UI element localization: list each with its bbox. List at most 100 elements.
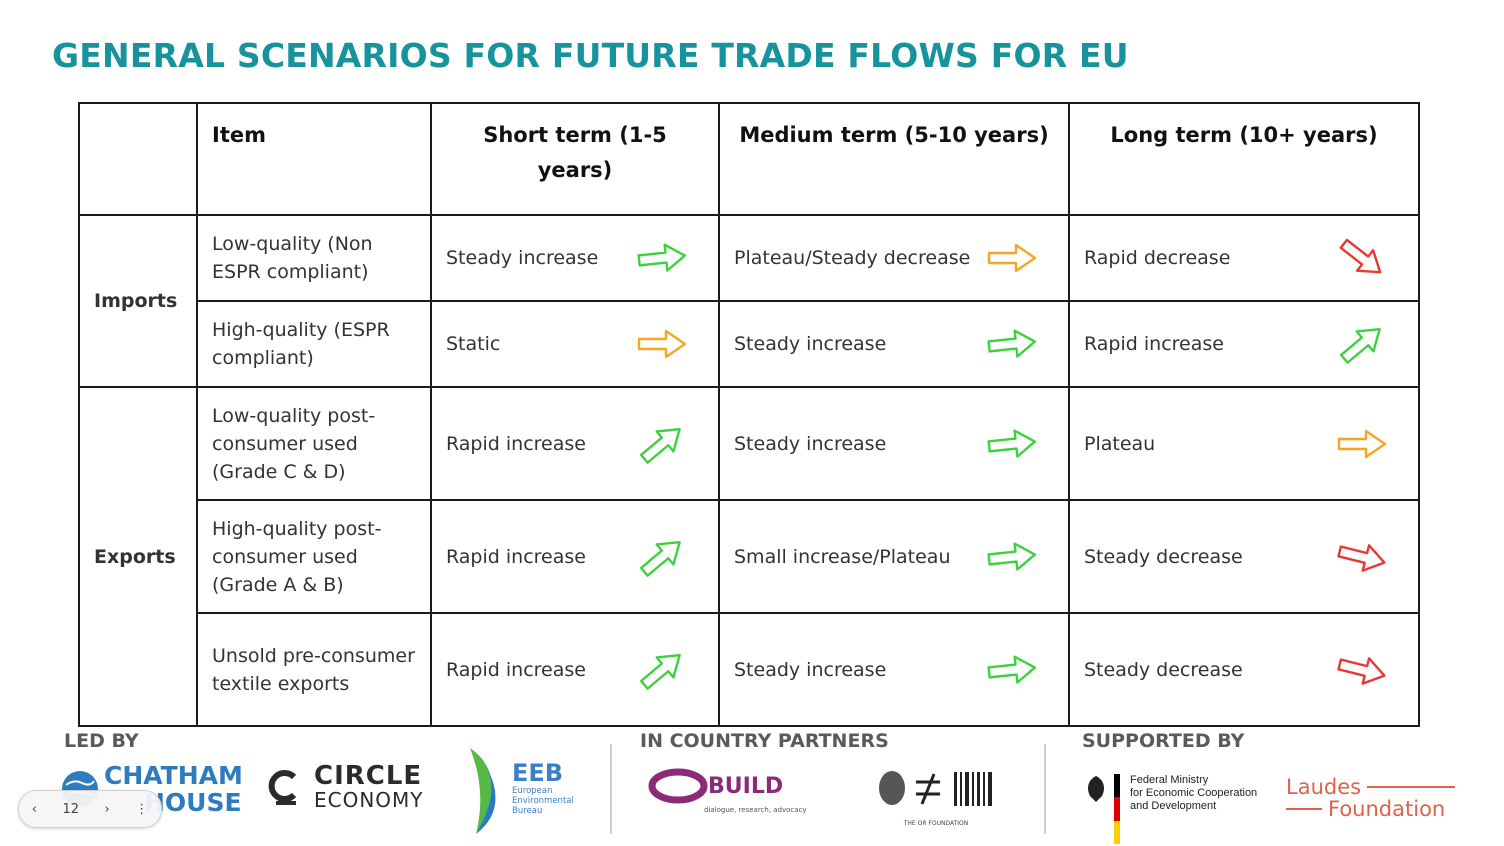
bmz-logo: Federal Ministry for Economic Cooperatio… — [1084, 774, 1257, 844]
table-row: Exports Low-quality post-consumer used (G… — [78, 386, 1420, 727]
eeb-subtitle: European — [512, 786, 553, 796]
cell-item: Unsold pre-consumer textile exports — [196, 612, 432, 727]
trend-arrow-icon — [636, 242, 688, 274]
trend-arrow-icon — [1336, 328, 1388, 364]
header-short-term: Short term (1-5 years) — [430, 102, 720, 216]
header-medium-term: Medium term (5-10 years) — [718, 102, 1070, 216]
trade-flows-table: Item Short term (1-5 years) Medium term … — [78, 102, 1420, 727]
trend-arrow-icon — [636, 653, 688, 690]
trend-arrow-icon — [986, 541, 1038, 573]
eeb-logo: EEB European Environmental Bureau — [466, 746, 574, 836]
trend-text: Steady increase — [734, 333, 887, 355]
laudes-foundation-logo: Laudes Foundation — [1286, 775, 1456, 821]
trend-text: Rapid increase — [446, 658, 586, 681]
flag-stripe-icon — [1114, 774, 1120, 844]
obuild-word: BUILD — [708, 773, 784, 799]
trend-text: Static — [446, 333, 501, 355]
bmz-line: Federal Ministry — [1130, 774, 1209, 786]
cell-medium-term: Plateau/Steady decrease — [718, 214, 1070, 302]
trend-arrow-icon — [1336, 238, 1388, 274]
bmz-line: and Development — [1130, 800, 1217, 812]
group-exports: Exports — [78, 386, 198, 727]
footer-divider — [1044, 744, 1046, 834]
obuild-tagline: dialogue, research, advocacy — [704, 806, 807, 814]
obuild-logo: BUILD dialogue, research, advocacy — [648, 766, 807, 814]
next-slide-button[interactable]: › — [104, 801, 110, 817]
trend-arrow-icon — [1336, 541, 1388, 573]
trend-text: Steady decrease — [1084, 658, 1243, 681]
economy-word: ECONOMY — [314, 788, 424, 812]
laudes-rule — [1286, 808, 1322, 810]
federal-eagle-icon — [1088, 776, 1104, 802]
obuild-ring-icon — [648, 768, 708, 804]
table-row: Imports Low-quality (Non ESPR compliant) S… — [78, 214, 1420, 388]
circle-economy-mark-icon — [268, 770, 297, 805]
header-row: Item Short term (1-5 years) Medium term … — [78, 102, 1420, 216]
trend-text: Plateau/Steady decrease — [734, 247, 971, 269]
trend-arrow-icon — [636, 540, 688, 577]
cell-short-term: Rapid increase — [430, 386, 720, 501]
cell-short-term: Rapid increase — [430, 499, 720, 614]
trend-text: Steady increase — [446, 247, 599, 269]
cell-item: High-quality (ESPR compliant) — [196, 300, 432, 388]
circle-word: CIRCLE — [314, 761, 423, 791]
cell-short-term: Steady increase — [430, 214, 720, 302]
header-long-term: Long term (10+ years) — [1068, 102, 1420, 216]
eeb-word: EEB — [512, 759, 564, 787]
cell-item: Low-quality (Non ESPR compliant) — [196, 214, 432, 302]
foundation-word: Foundation — [1328, 797, 1446, 821]
cell-long-term: Rapid decrease — [1068, 214, 1420, 302]
header-item: Item — [196, 102, 432, 216]
eeb-subtitle: Environmental — [512, 796, 574, 806]
cell-long-term: Steady decrease — [1068, 499, 1420, 614]
trend-text: Small increase/Plateau — [734, 545, 951, 568]
cell-medium-term: Steady increase — [718, 386, 1070, 501]
trend-text: Rapid decrease — [1084, 247, 1231, 269]
circle-economy-logo: CIRCLE ECONOMY — [268, 761, 424, 812]
bmz-line: for Economic Cooperation — [1130, 787, 1258, 799]
trend-text: Rapid increase — [446, 545, 586, 568]
supported-by-heading: SUPPORTED BY — [1082, 730, 1245, 752]
cell-long-term: Rapid increase — [1068, 300, 1420, 388]
trend-text: Plateau — [1084, 432, 1156, 455]
chatham-word: CHATHAM — [104, 761, 243, 790]
cell-medium-term: Small increase/Plateau — [718, 499, 1070, 614]
table-row: Unsold pre-consumer textile exports Rapid… — [79, 612, 1420, 727]
more-options-button[interactable]: ⋮ — [135, 801, 149, 817]
or-foundation-caption: THE OR FOUNDATION — [903, 820, 969, 827]
trend-arrow-icon — [636, 427, 688, 464]
trend-arrow-icon — [1336, 654, 1388, 686]
cell-medium-term: Steady increase — [718, 612, 1070, 727]
trend-arrow-icon — [986, 242, 1038, 274]
cell-item: Low-quality post-consumer used (Grade C … — [196, 386, 432, 501]
laudes-word: Laudes — [1286, 775, 1362, 799]
trend-arrow-icon — [986, 428, 1038, 460]
cell-item: High-quality post-consumer used (Grade A… — [196, 499, 432, 614]
footer-divider — [610, 744, 612, 834]
led-by-heading: LED BY — [64, 730, 139, 752]
in-country-partners-heading: IN COUNTRY PARTNERS — [640, 730, 889, 752]
cell-long-term: Steady decrease — [1068, 612, 1420, 727]
trend-arrow-icon — [636, 328, 688, 360]
header-group-blank — [78, 102, 198, 216]
slide-navigator: ‹ 12 › ⋮ — [18, 790, 162, 828]
eeb-leaf-icon — [470, 748, 496, 834]
trend-text: Steady increase — [734, 432, 887, 455]
laudes-rule — [1367, 786, 1456, 788]
trend-arrow-icon — [1336, 428, 1388, 460]
table-row: High-quality (ESPR compliant) Static Stead… — [79, 300, 1420, 388]
eeb-subtitle: Bureau — [512, 806, 543, 816]
trend-text: Steady decrease — [1084, 545, 1243, 568]
table-row: High-quality post-consumer used (Grade A… — [79, 499, 1420, 614]
cell-long-term: Plateau — [1068, 386, 1420, 501]
group-imports: Imports — [78, 214, 198, 388]
prev-slide-button[interactable]: ‹ — [31, 801, 37, 817]
trend-arrow-icon — [986, 328, 1038, 360]
slide-number: 12 — [62, 801, 79, 817]
trend-text: Rapid increase — [1084, 333, 1224, 355]
table-body: Imports Low-quality (Non ESPR compliant) S… — [78, 214, 1420, 727]
trend-text: Rapid increase — [446, 432, 586, 455]
cell-short-term: Static — [430, 300, 720, 388]
slide-title: GENERAL SCENARIOS FOR FUTURE TRADE FLOWS… — [52, 36, 1129, 75]
cell-short-term: Rapid increase — [430, 612, 720, 727]
